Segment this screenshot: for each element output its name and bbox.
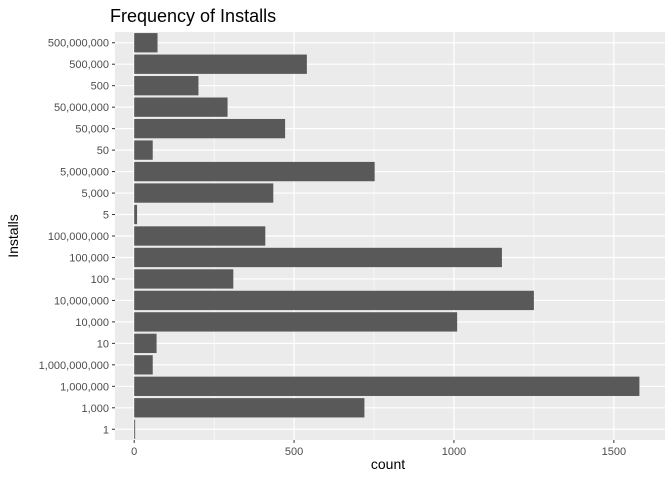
x-axis-ticks: 0 500 1000 1500 (131, 440, 626, 458)
bar (134, 204, 138, 225)
x-tick-label: 1000 (442, 446, 466, 458)
y-axis-ticks: 1 1,000 1,000,000 1,000,000,000 10 10,000 10,0… (39, 38, 115, 436)
y-tick-label: 5,000 (81, 188, 109, 200)
x-tick-label: 0 (131, 446, 137, 458)
bar (134, 247, 502, 268)
bar (134, 76, 199, 96)
y-tick-label: 100,000,000 (48, 231, 109, 243)
y-tick-label: 10 (97, 338, 109, 350)
y-tick-label: 100 (91, 274, 109, 286)
bar (134, 161, 375, 182)
bar (134, 376, 640, 396)
y-tick-label: 1,000 (81, 403, 109, 415)
x-tick-label: 500 (285, 446, 303, 458)
bar (134, 355, 153, 375)
bar (134, 269, 234, 289)
bar (134, 54, 307, 74)
chart-title: Frequency of Installs (110, 6, 276, 26)
y-tick-label: 5 (103, 210, 109, 222)
bar (134, 183, 274, 203)
bar (134, 97, 228, 117)
bar (134, 118, 286, 139)
y-tick-label: 1,000,000 (60, 381, 109, 393)
bar (134, 33, 158, 53)
y-axis-title: Installs (5, 214, 21, 258)
bar (134, 290, 534, 311)
y-tick-label: 500 (91, 81, 109, 93)
y-tick-label: 1 (103, 424, 109, 436)
y-tick-label: 50 (97, 145, 109, 157)
y-tick-label: 10,000 (75, 317, 109, 329)
bar (134, 333, 157, 354)
bar (134, 226, 266, 246)
bar (134, 398, 365, 418)
bar (134, 312, 458, 332)
x-axis-title: count (371, 456, 405, 472)
y-tick-label: 50,000,000 (54, 102, 109, 114)
bar (134, 140, 153, 160)
y-tick-label: 500,000 (69, 59, 109, 71)
y-tick-label: 50,000 (75, 124, 109, 136)
y-tick-label: 1,000,000,000 (39, 360, 109, 372)
y-tick-label: 5,000,000 (60, 167, 109, 179)
y-tick-label: 10,000,000 (54, 295, 109, 307)
bar (134, 419, 136, 439)
y-tick-label: 100,000 (69, 252, 109, 264)
x-tick-label: 1500 (602, 446, 626, 458)
bars (134, 33, 640, 439)
y-tick-label: 500,000,000 (48, 38, 109, 50)
